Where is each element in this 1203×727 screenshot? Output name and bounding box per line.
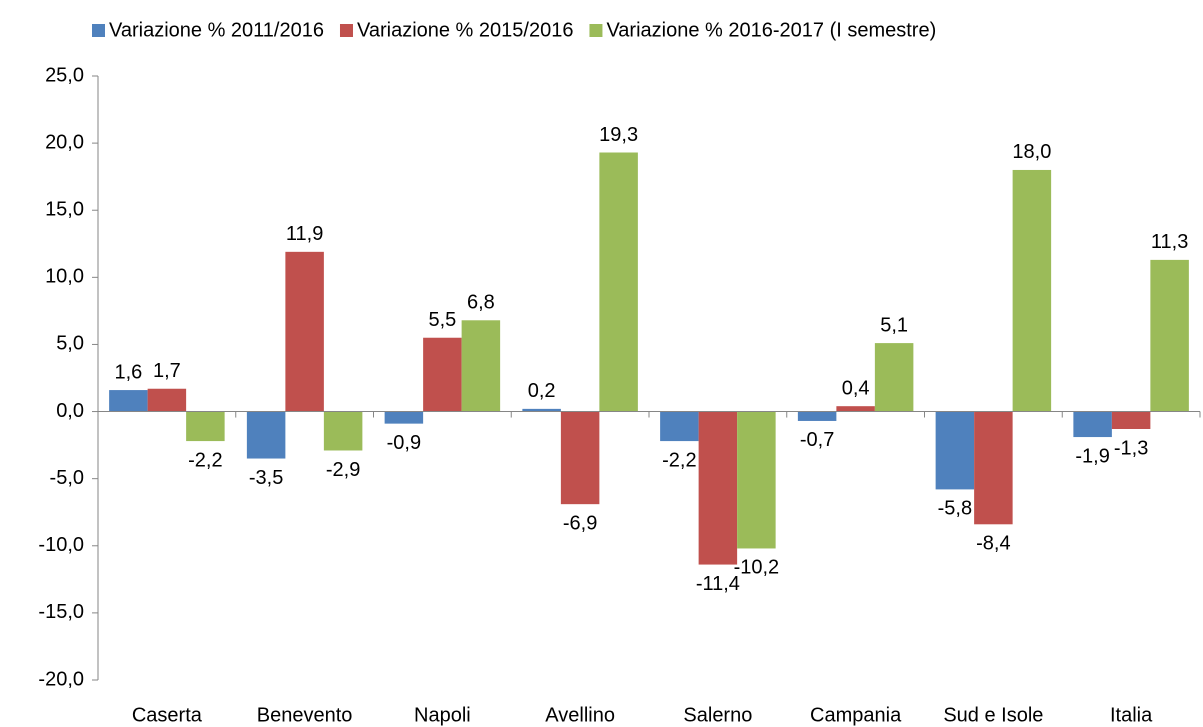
y-tick-label: 25,0 bbox=[45, 64, 84, 86]
bar bbox=[246, 411, 286, 459]
bar bbox=[974, 411, 1013, 525]
value-label: -5,8 bbox=[938, 498, 972, 520]
x-tick-label: Italia bbox=[1110, 704, 1153, 726]
y-tick-label: -5,0 bbox=[50, 467, 84, 489]
value-label: 11,3 bbox=[1151, 231, 1188, 253]
bar bbox=[147, 388, 187, 412]
bar bbox=[285, 251, 324, 412]
bar bbox=[384, 411, 424, 424]
value-label: 0,2 bbox=[528, 380, 556, 402]
value-label: -3,5 bbox=[249, 467, 283, 489]
value-label: -0,7 bbox=[800, 429, 834, 451]
bar bbox=[323, 411, 363, 451]
y-tick-label: -20,0 bbox=[38, 668, 84, 690]
value-label: 6,8 bbox=[467, 292, 495, 314]
value-label: -11,4 bbox=[696, 573, 740, 595]
y-tick-label: 5,0 bbox=[56, 333, 84, 355]
value-label: -0,9 bbox=[387, 432, 421, 454]
bar bbox=[560, 411, 600, 505]
y-tick-label: 15,0 bbox=[45, 199, 84, 221]
value-label: -1,3 bbox=[1114, 437, 1148, 459]
bar bbox=[1012, 169, 1052, 412]
y-tick-label: -15,0 bbox=[38, 601, 84, 623]
x-tick-label: Benevento bbox=[257, 704, 353, 726]
value-label: -6,9 bbox=[563, 512, 597, 534]
value-label: -10,2 bbox=[734, 557, 780, 579]
bar bbox=[874, 343, 914, 412]
bar bbox=[737, 411, 776, 549]
legend-label: Variazione % 2016-2017 (I semestre) bbox=[606, 19, 936, 41]
bar bbox=[797, 411, 837, 421]
bar bbox=[423, 337, 462, 412]
value-label: 1,6 bbox=[114, 361, 142, 383]
y-tick-label: -10,0 bbox=[38, 534, 84, 556]
legend-swatch bbox=[589, 24, 603, 37]
bar bbox=[698, 411, 738, 565]
value-label: 0,4 bbox=[842, 377, 870, 399]
bar bbox=[186, 411, 225, 442]
value-label: 18,0 bbox=[1012, 141, 1051, 163]
legend-swatch bbox=[339, 24, 353, 37]
x-tick-label: Sud e Isole bbox=[943, 704, 1043, 726]
bar bbox=[836, 406, 875, 412]
x-tick-label: Salerno bbox=[683, 704, 752, 726]
y-tick-label: 10,0 bbox=[45, 266, 84, 288]
x-tick-label: Napoli bbox=[414, 704, 471, 726]
bar bbox=[1150, 259, 1189, 412]
value-label: 1,7 bbox=[153, 360, 181, 382]
value-label: -8,4 bbox=[976, 533, 1010, 555]
value-label: -2,2 bbox=[188, 449, 222, 471]
value-label: -2,2 bbox=[662, 449, 696, 471]
x-tick-label: Avellino bbox=[545, 704, 615, 726]
value-label: 5,5 bbox=[428, 309, 456, 331]
value-label: 11,9 bbox=[286, 223, 323, 245]
y-tick-label: 0,0 bbox=[56, 400, 84, 422]
legend-label: Variazione % 2015/2016 bbox=[357, 19, 573, 41]
bar bbox=[522, 408, 561, 412]
bar bbox=[660, 411, 699, 442]
y-tick-label: 20,0 bbox=[45, 131, 84, 153]
value-label: 19,3 bbox=[599, 124, 638, 146]
legend-label: Variazione % 2011/2016 bbox=[109, 19, 324, 41]
x-tick-label: Caserta bbox=[132, 704, 203, 726]
value-label: -1,9 bbox=[1075, 445, 1109, 467]
x-tick-label: Campania bbox=[810, 704, 902, 726]
bar bbox=[935, 411, 975, 490]
legend-swatch bbox=[92, 24, 105, 37]
bar bbox=[599, 152, 638, 412]
bar bbox=[1111, 411, 1151, 430]
bar bbox=[1073, 411, 1112, 438]
value-label: 5,1 bbox=[880, 314, 908, 336]
bar bbox=[109, 390, 148, 412]
bar bbox=[461, 320, 501, 412]
value-label: -2,9 bbox=[326, 459, 360, 481]
